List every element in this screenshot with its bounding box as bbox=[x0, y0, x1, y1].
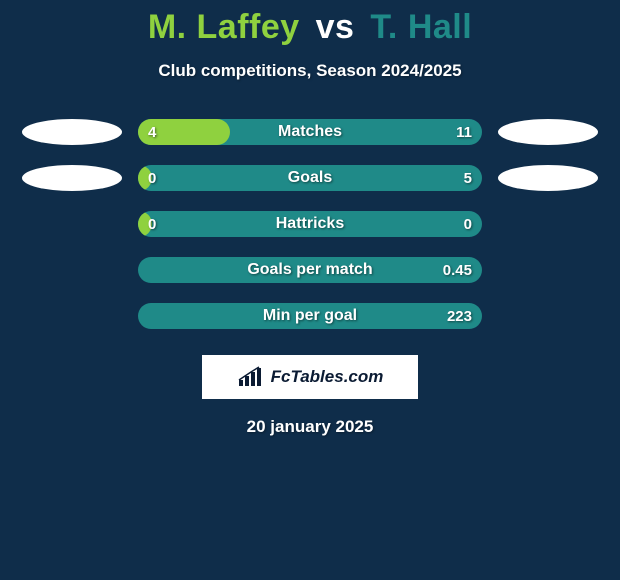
stat-bar: Goals per match0.45 bbox=[138, 257, 482, 283]
team-badge-right bbox=[498, 165, 598, 191]
stat-row: Matches4 11 bbox=[70, 109, 550, 155]
stat-row: Goals0 5 bbox=[70, 155, 550, 201]
subtitle: Club competitions, Season 2024/2025 bbox=[0, 61, 620, 81]
stat-bar: Min per goal223 bbox=[138, 303, 482, 329]
stat-bar: Goals0 5 bbox=[138, 165, 482, 191]
page-title: M. Laffey vs T. Hall bbox=[0, 0, 620, 47]
stat-value-right: 0 bbox=[464, 211, 472, 237]
stat-value-right: 11 bbox=[456, 119, 472, 145]
stat-value-left: 0 bbox=[148, 211, 156, 237]
stat-label: Goals per match bbox=[138, 257, 482, 283]
comparison-infographic: M. Laffey vs T. Hall Club competitions, … bbox=[0, 0, 620, 580]
attribution-text: FcTables.com bbox=[271, 367, 384, 387]
stat-bar: Matches4 11 bbox=[138, 119, 482, 145]
stat-value-right: 0.45 bbox=[443, 257, 472, 283]
team-badge-left bbox=[22, 119, 122, 145]
stat-row: Min per goal223 bbox=[70, 293, 550, 339]
stat-label: Min per goal bbox=[138, 303, 482, 329]
stat-label: Hattricks bbox=[138, 211, 482, 237]
bars-icon bbox=[237, 366, 265, 388]
stat-value-right: 223 bbox=[447, 303, 472, 329]
stat-row: Goals per match0.45 bbox=[70, 247, 550, 293]
stat-label: Matches bbox=[138, 119, 482, 145]
stat-value-left: 0 bbox=[148, 165, 156, 191]
stat-bar: Hattricks0 0 bbox=[138, 211, 482, 237]
stat-value-right: 5 bbox=[464, 165, 472, 191]
team-badge-left bbox=[22, 165, 122, 191]
stat-value-left: 4 bbox=[148, 119, 156, 145]
team-badge-right bbox=[498, 119, 598, 145]
date-label: 20 january 2025 bbox=[0, 417, 620, 437]
player1-name: M. Laffey bbox=[148, 8, 300, 46]
stat-row: Hattricks0 0 bbox=[70, 201, 550, 247]
vs-label: vs bbox=[316, 8, 355, 46]
attribution-badge: FcTables.com bbox=[202, 355, 418, 399]
player2-name: T. Hall bbox=[370, 8, 472, 46]
stat-label: Goals bbox=[138, 165, 482, 191]
stat-rows: Matches411Goals05Hattricks00Goals per ma… bbox=[70, 109, 550, 339]
